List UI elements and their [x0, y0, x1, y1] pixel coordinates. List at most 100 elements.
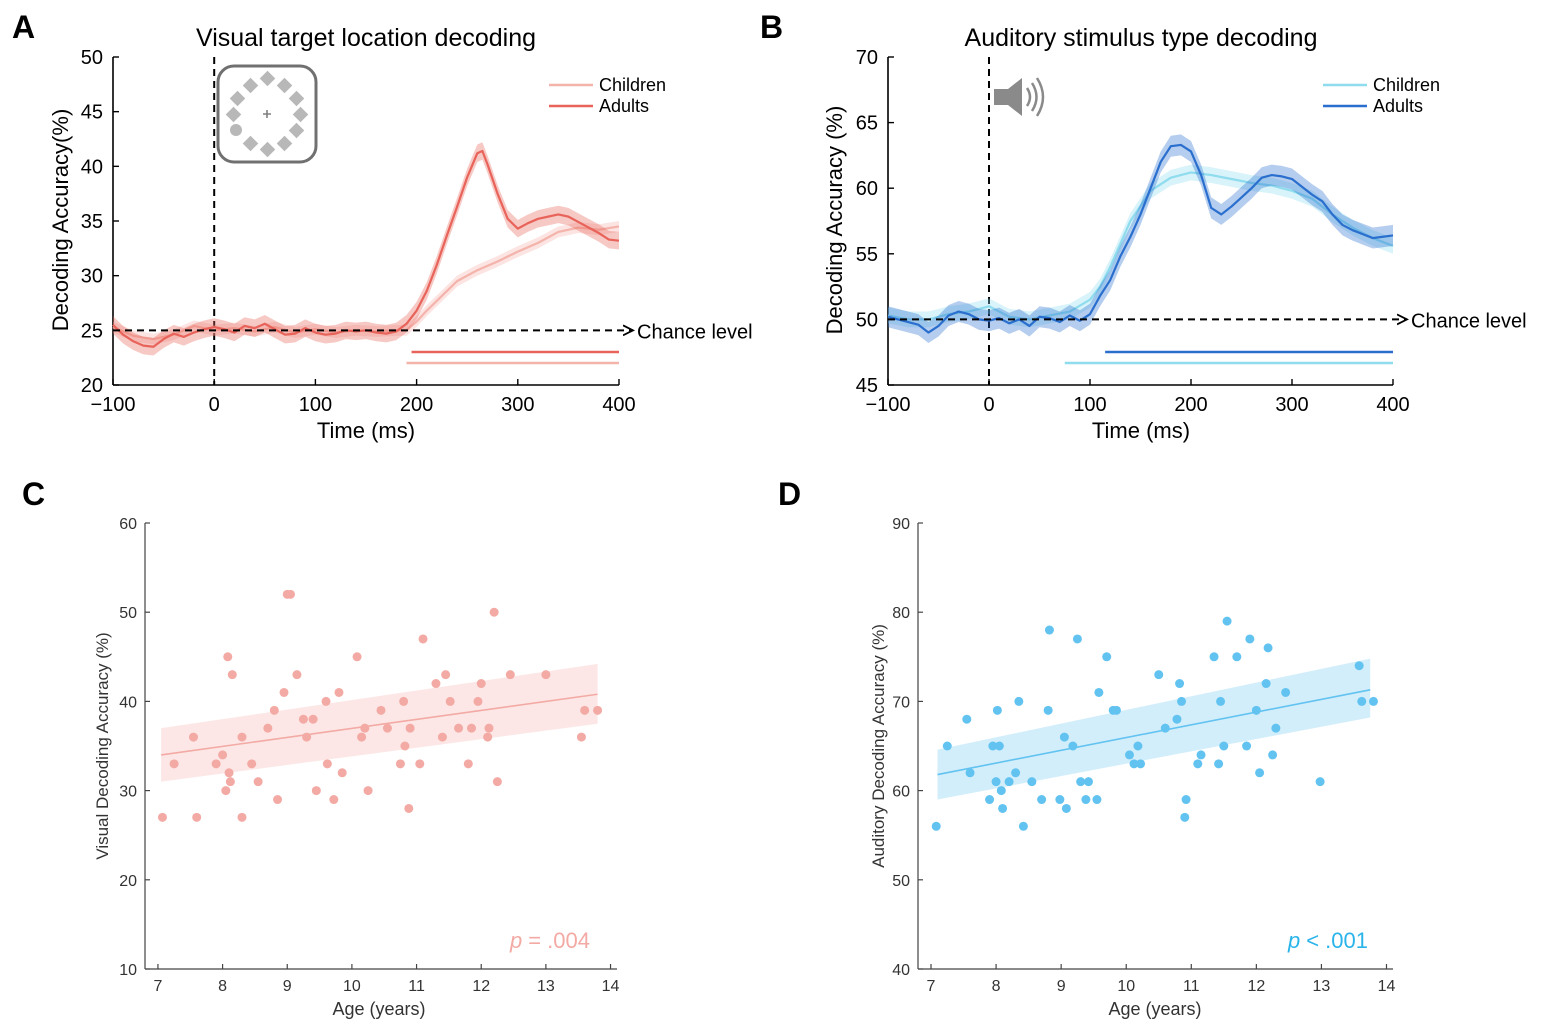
panel-d-x-tick-label: 14 — [1378, 978, 1396, 995]
panel-c-data-point — [298, 714, 308, 724]
panel-a-x-tick-label: 100 — [299, 394, 332, 416]
panel-d-data-point — [1193, 759, 1203, 769]
panel-d-data-point — [1081, 795, 1091, 805]
panel-a-y-tick-label: 35 — [81, 211, 103, 233]
panel-c-data-point — [192, 812, 202, 822]
panel-d-data-point — [1083, 777, 1093, 787]
panel-d-data-point — [1011, 768, 1021, 778]
speaker-icon — [994, 77, 1045, 117]
panel-c-data-point — [169, 759, 179, 769]
panel-c-x-tick-label: 10 — [343, 978, 361, 995]
panel-c-p-value: p = .004 — [509, 928, 590, 953]
panel-c-data-point — [157, 812, 167, 822]
panel-b-x-tick-label: −100 — [865, 394, 910, 416]
panel-d-data-point — [1219, 741, 1229, 751]
panel-b-ylabel: Decoding Accuracy (%) — [822, 106, 847, 335]
panel-c-data-point — [334, 687, 344, 697]
panel-a-x-tick-label: 200 — [400, 394, 433, 416]
panel-b-series-children-ci-band — [888, 164, 1393, 328]
panel-d-data-point — [1242, 741, 1252, 751]
panel-c-data-point — [404, 803, 414, 813]
panel-d-data-point — [1094, 687, 1104, 697]
panel-label-c: C — [22, 476, 45, 512]
panel-c-data-point — [225, 777, 235, 787]
panel-d-data-point — [1251, 705, 1261, 715]
panel-d-x-tick-label: 12 — [1247, 978, 1265, 995]
panel-b-y-tick-label: 50 — [856, 309, 878, 331]
panel-d-data-point — [998, 803, 1008, 813]
panel-a-xlabel: Time (ms) — [317, 418, 415, 443]
panel-b-y-tick-label: 45 — [856, 375, 878, 397]
panel-d-data-point — [1111, 705, 1121, 715]
panel-d-data-point — [1172, 714, 1182, 724]
panel-d-data-point — [1232, 652, 1242, 662]
panel-d-data-point — [1154, 670, 1164, 680]
panel-d-data-point — [931, 821, 941, 831]
panel-a-x-tick-label: −100 — [90, 394, 135, 416]
panel-b-plot: 45 50 55 60 65 70 −100 0 100 200 300 400 Chance leve… — [856, 47, 1527, 416]
panel-d-x-tick-label: 7 — [927, 978, 936, 995]
panel-d-xlabel: Age (years) — [1108, 999, 1201, 1019]
panel-c-data-point — [445, 696, 455, 706]
panel-c-data-point — [237, 812, 247, 822]
panel-c-data-point — [352, 652, 362, 662]
panel-d-y-tick-label: 50 — [892, 873, 910, 890]
panel-c-data-point — [382, 723, 392, 733]
panel-d-data-point — [1004, 777, 1014, 787]
panel-c-x-tick-label: 8 — [218, 978, 227, 995]
panel-b-y-tick-label: 60 — [856, 178, 878, 200]
panel-d-data-point — [1180, 812, 1190, 822]
panel-d-plot: 40 50 60 70 80 90 7 8 9 10 11 12 13 14 — [892, 516, 1395, 995]
panel-d-data-point — [988, 741, 998, 751]
panel-c-fit-line — [161, 693, 598, 756]
panel-d-data-point — [1263, 643, 1273, 653]
panel-d-data-point — [1357, 696, 1367, 706]
panel-c-plot: 10 20 30 40 50 60 7 8 9 10 11 12 13 14 — [119, 516, 619, 995]
panel-c-data-point — [463, 759, 473, 769]
panel-d-x-tick-label: 13 — [1313, 978, 1331, 995]
panel-d-data-point — [1222, 616, 1232, 626]
panel-a-series-children-ci-band — [113, 221, 619, 345]
panel-b-legend-label-adults: Adults — [1373, 96, 1423, 116]
panel-c-data-point — [484, 723, 494, 733]
panel-d-data-point — [1196, 750, 1206, 760]
panel-c-data-point — [263, 723, 273, 733]
panel-d-data-point — [1245, 634, 1255, 644]
panel-d-data-point — [962, 714, 972, 724]
panel-d-data-point — [1268, 750, 1278, 760]
panel-c-data-point — [279, 687, 289, 697]
panel-b-series-adults-ci-band — [888, 134, 1393, 344]
panel-d-p-value: p < .001 — [1287, 928, 1368, 953]
panel-c-data-point — [376, 705, 386, 715]
panel-a-x-tick-label: 400 — [602, 394, 635, 416]
panel-d-p-symbol: p — [1287, 928, 1300, 953]
panel-a-series-adults-ci-band — [113, 142, 619, 356]
panel-b-series-children-line — [887, 171, 1394, 321]
panel-a-series-adults-line — [112, 149, 620, 348]
panel-c-data-point — [473, 696, 483, 706]
panel-a-y-tick-label: 45 — [81, 102, 103, 124]
panel-label-d: D — [778, 476, 801, 512]
panel-c-y-tick-label: 30 — [119, 784, 137, 801]
panel-c-x-tick-label: 9 — [283, 978, 292, 995]
panel-a-y-tick-label: 50 — [81, 47, 103, 69]
panel-c-data-point — [576, 732, 586, 742]
panel-c-data-point — [492, 777, 502, 787]
panel-c-y-tick-label: 50 — [119, 605, 137, 622]
panel-d-data-point — [1068, 741, 1078, 751]
panel-c-data-point — [218, 750, 228, 760]
panel-b-x-tick-label: 100 — [1073, 394, 1106, 416]
panel-d-data-point — [942, 741, 952, 751]
panel-c-data-point — [253, 777, 263, 787]
panel-d-fit-ci-band — [937, 658, 1371, 800]
panel-c-visual-age-scatter: Visual Decoding Accuracy (%) Age (years)… — [93, 516, 620, 1019]
panel-d-data-point — [1055, 795, 1065, 805]
panel-c-y-tick-label: 60 — [119, 516, 137, 533]
panel-a-title: Visual target location decoding — [196, 24, 536, 52]
panel-d-data-point — [1136, 759, 1146, 769]
panel-d-y-tick-label: 80 — [892, 605, 910, 622]
panel-a-x-tick-label: 300 — [501, 394, 534, 416]
panel-c-data-point — [437, 732, 447, 742]
panel-c-data-point — [395, 759, 405, 769]
panel-a-plot: 20 25 30 35 40 45 50 −100 0 100 200 300 400 Chance le… — [81, 47, 753, 416]
